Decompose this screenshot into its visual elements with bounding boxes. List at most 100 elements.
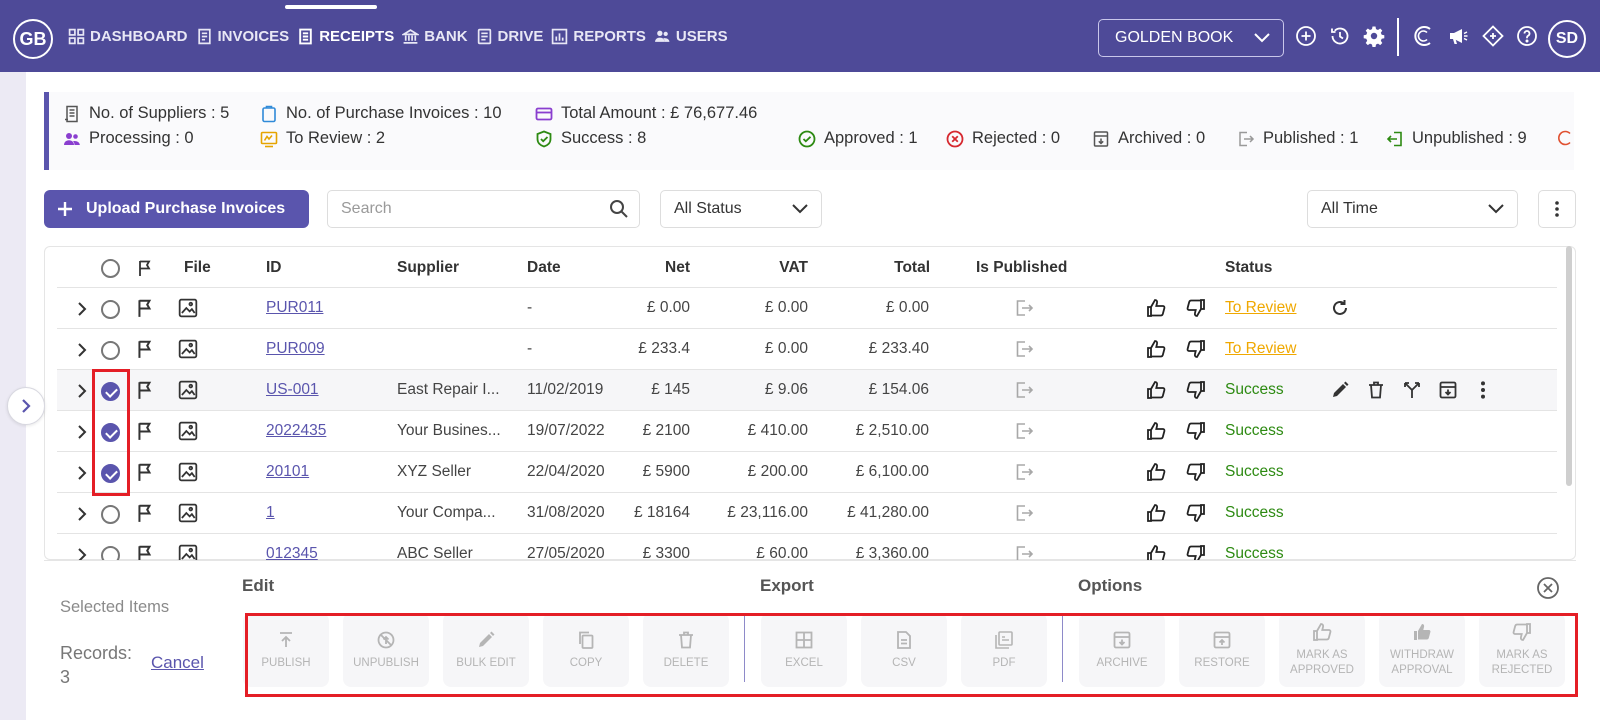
nav-reports[interactable]: REPORTS (551, 28, 646, 45)
publish-arrow-icon[interactable] (1014, 421, 1034, 441)
thumbs-up-icon[interactable] (1146, 339, 1166, 359)
row-status[interactable]: To Review (1225, 340, 1297, 357)
nav-drive[interactable]: DRIVE (476, 28, 543, 45)
header-date[interactable]: Date (527, 259, 561, 276)
unpublish-button[interactable]: UNPUBLISH (343, 613, 429, 687)
refresh-icon[interactable] (1330, 298, 1350, 318)
flag-icon[interactable] (135, 462, 155, 482)
thumbs-down-icon[interactable] (1186, 421, 1206, 441)
help-icon[interactable] (1515, 24, 1539, 48)
tag-diamond-icon[interactable] (1481, 24, 1505, 48)
chevron-right-icon[interactable] (72, 340, 92, 360)
row-id[interactable]: 20101 (266, 463, 310, 480)
thumbs-down-icon[interactable] (1186, 339, 1206, 359)
flag-icon[interactable] (135, 258, 155, 278)
trash-icon[interactable] (1366, 380, 1386, 400)
flag-icon[interactable] (135, 421, 155, 441)
nav-dashboard[interactable]: DASHBOARD (68, 28, 188, 45)
archive-button[interactable]: ARCHIVE (1079, 613, 1165, 687)
thumbs-down-icon[interactable] (1186, 298, 1206, 318)
csv-export-button[interactable]: CSV (861, 613, 947, 687)
upload-purchase-invoices-button[interactable]: Upload Purchase Invoices (44, 190, 309, 228)
currency-icon[interactable] (1410, 24, 1438, 48)
add-circle-icon[interactable] (1294, 24, 1318, 48)
pdf-export-button[interactable]: PDF (961, 613, 1047, 687)
image-icon[interactable] (178, 544, 198, 560)
delete-button[interactable]: DELETE (643, 613, 729, 687)
chevron-right-icon[interactable] (72, 422, 92, 442)
publish-arrow-icon[interactable] (1014, 544, 1034, 560)
brand-logo[interactable]: GB (13, 19, 53, 59)
flag-icon[interactable] (135, 339, 155, 359)
sidebar-expand-button[interactable] (7, 387, 45, 425)
more-options-button[interactable] (1538, 190, 1576, 228)
thumbs-up-icon[interactable] (1146, 380, 1166, 400)
gear-icon[interactable] (1362, 24, 1386, 48)
thumbs-up-icon[interactable] (1146, 421, 1166, 441)
thumbs-down-icon[interactable] (1186, 544, 1206, 560)
chevron-right-icon[interactable] (72, 504, 92, 524)
chevron-right-icon[interactable] (72, 381, 92, 401)
thumbs-up-icon[interactable] (1146, 544, 1166, 560)
image-icon[interactable] (178, 298, 198, 318)
merge-icon[interactable] (1402, 380, 1422, 400)
restore-button[interactable]: RESTORE (1179, 613, 1265, 687)
publish-arrow-icon[interactable] (1014, 298, 1034, 318)
header-supplier[interactable]: Supplier (397, 259, 460, 276)
withdraw-approval-button[interactable]: WITHDRAW APPROVAL (1379, 613, 1465, 687)
select-all-checkbox[interactable] (101, 259, 120, 278)
status-filter-select[interactable]: All Status (660, 190, 822, 228)
row-status[interactable]: To Review (1225, 299, 1297, 316)
table-row[interactable]: US-001 East Repair I... 11/02/2019 £ 145… (57, 369, 1557, 410)
row-checkbox[interactable] (101, 382, 120, 401)
header-net[interactable]: Net (665, 259, 690, 276)
close-circle-icon[interactable] (1536, 576, 1560, 600)
row-checkbox[interactable] (101, 505, 120, 524)
row-checkbox[interactable] (101, 300, 120, 319)
flag-icon[interactable] (135, 380, 155, 400)
publish-arrow-icon[interactable] (1014, 380, 1034, 400)
flag-icon[interactable] (135, 544, 155, 560)
chevron-right-icon[interactable] (72, 299, 92, 319)
copy-button[interactable]: COPY (543, 613, 629, 687)
thumbs-down-icon[interactable] (1186, 380, 1206, 400)
header-status[interactable]: Status (1225, 259, 1273, 276)
thumbs-up-icon[interactable] (1146, 503, 1166, 523)
image-icon[interactable] (178, 339, 198, 359)
pencil-icon[interactable] (1330, 380, 1350, 400)
search-icon[interactable] (609, 199, 629, 219)
archive-icon[interactable] (1438, 380, 1458, 400)
chevron-right-icon[interactable] (72, 545, 92, 560)
table-scrollbar[interactable] (1566, 246, 1572, 486)
table-row[interactable]: PUR011 - £ 0.00 £ 0.00 £ 0.00 To Review (57, 287, 1557, 328)
mark-approved-button[interactable]: MARK AS APPROVED (1279, 613, 1365, 687)
row-id[interactable]: US-001 (266, 381, 319, 398)
row-id[interactable]: 2022435 (266, 422, 327, 439)
table-row[interactable]: 1 Your Compa... 31/08/2020 £ 18164 £ 23,… (57, 492, 1557, 533)
mark-rejected-button[interactable]: MARK AS REJECTED (1479, 613, 1565, 687)
table-row[interactable]: 012345 ABC Seller 27/05/2020 £ 3300 £ 60… (57, 533, 1557, 560)
publish-button[interactable]: PUBLISH (243, 613, 329, 687)
time-filter-select[interactable]: All Time (1307, 190, 1518, 228)
user-avatar[interactable]: SD (1548, 20, 1586, 58)
header-vat[interactable]: VAT (779, 259, 808, 276)
publish-arrow-icon[interactable] (1014, 503, 1034, 523)
cancel-selection-link[interactable]: Cancel (151, 653, 204, 672)
nav-bank[interactable]: BANK (402, 28, 468, 45)
row-id[interactable]: 012345 (266, 545, 318, 560)
image-icon[interactable] (178, 421, 198, 441)
row-id[interactable]: PUR009 (266, 340, 325, 357)
row-checkbox[interactable] (101, 341, 120, 360)
image-icon[interactable] (178, 380, 198, 400)
table-row[interactable]: 20101 XYZ Seller 22/04/2020 £ 5900 £ 200… (57, 451, 1557, 492)
thumbs-down-icon[interactable] (1186, 503, 1206, 523)
table-row[interactable]: PUR009 - £ 233.4 £ 0.00 £ 233.40 To Revi… (57, 328, 1557, 369)
thumbs-up-icon[interactable] (1146, 298, 1166, 318)
row-checkbox[interactable] (101, 464, 120, 483)
image-icon[interactable] (178, 462, 198, 482)
publish-arrow-icon[interactable] (1014, 339, 1034, 359)
nav-receipts[interactable]: RECEIPTS (297, 28, 394, 45)
bulk-edit-button[interactable]: BULK EDIT (443, 613, 529, 687)
company-selector[interactable]: GOLDEN BOOK (1098, 19, 1284, 57)
megaphone-icon[interactable] (1446, 24, 1470, 48)
